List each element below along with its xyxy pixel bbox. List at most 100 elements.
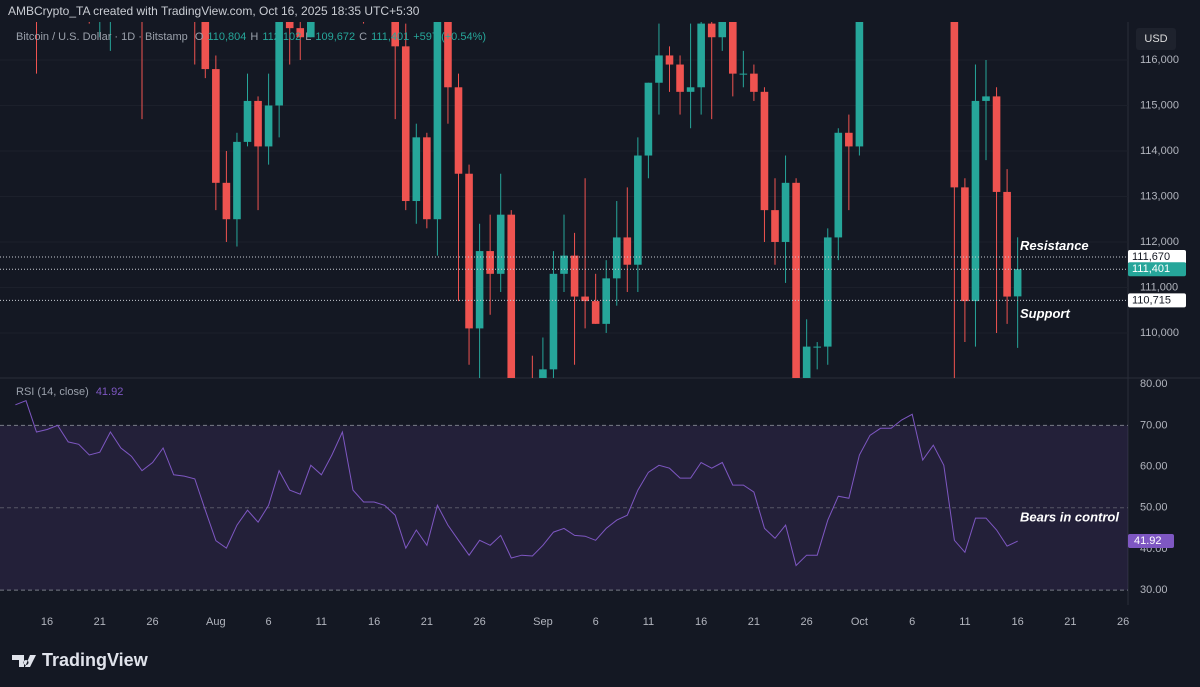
candle-body — [233, 141, 241, 220]
candle-body — [612, 237, 621, 279]
x-tick-label: 21 — [748, 616, 760, 628]
ohlc-value: 111,401 — [371, 31, 410, 43]
candle-body — [823, 237, 832, 347]
x-tick-label: Oct — [851, 616, 868, 628]
y-tick-label: 111,000 — [1140, 281, 1178, 293]
x-tick-label: 11 — [959, 616, 970, 628]
candle-body — [771, 210, 779, 242]
x-tick-label: Sep — [533, 616, 553, 628]
brand-logo — [12, 655, 36, 667]
x-tick-label: 6 — [266, 616, 272, 628]
rsi-value: 41.92 — [95, 386, 124, 398]
y-tick-label: 113,000 — [1140, 190, 1179, 202]
candle-body — [581, 296, 589, 302]
ohlc-key: C — [359, 31, 368, 43]
change: +597 (+0.54%) — [413, 31, 487, 43]
candle-body — [465, 173, 473, 329]
x-tick-label: 6 — [909, 616, 915, 628]
price-label-box — [1128, 293, 1186, 308]
rsi-header: RSI (14, close) 41.92 — [16, 386, 127, 398]
price-label: 111,670 — [1132, 251, 1170, 263]
y-tick-label: 50.00 — [1140, 502, 1168, 514]
rsi — [0, 400, 1128, 591]
rsi-label-box — [1128, 534, 1174, 549]
candle-body — [496, 214, 505, 274]
y-tick-label: 115,000 — [1140, 99, 1179, 111]
x-tick-label: 26 — [473, 616, 485, 628]
rsi-title: RSI (14, close) — [16, 386, 89, 398]
attribution: AMBCrypto_TA created with TradingView.co… — [8, 4, 420, 18]
x-tick-label: 21 — [1064, 616, 1076, 628]
x-tick-label: 26 — [146, 616, 158, 628]
y-tick-label: 110,000 — [1140, 327, 1179, 339]
y-tick-label: 30.00 — [1140, 584, 1168, 596]
candle-body — [950, 22, 959, 188]
candle-body — [792, 182, 800, 378]
candle-body — [644, 82, 653, 156]
candles — [36, 0, 1022, 378]
candle-body — [707, 23, 716, 38]
candle-body — [802, 346, 811, 378]
ohlc-key: H — [250, 31, 259, 43]
candle-body — [201, 22, 210, 70]
x-tick-label: 16 — [1012, 616, 1024, 628]
price-label-box — [1128, 262, 1186, 277]
x-tick-label: 21 — [421, 616, 433, 628]
candle-body — [834, 132, 843, 238]
candle-body — [686, 87, 695, 92]
candle-body — [718, 22, 727, 38]
candle-body — [475, 251, 484, 329]
candle-body — [729, 22, 737, 74]
candle-body — [243, 100, 252, 142]
candle-body — [254, 100, 262, 147]
candle-body — [549, 273, 558, 370]
candle-body — [971, 100, 980, 302]
x-tick-label: 11 — [316, 616, 327, 628]
y-tick-label: 114,000 — [1140, 145, 1179, 157]
candle-body — [85, 0, 93, 1]
candle-body — [96, 0, 104, 1]
candle-body — [855, 22, 864, 147]
candle-body — [961, 187, 969, 302]
candle-body — [212, 69, 220, 183]
candle-body — [665, 55, 674, 65]
candle-body — [750, 73, 758, 92]
y-tick-label: 116,000 — [1140, 54, 1179, 66]
ohlc-value: 109,672 — [315, 31, 356, 43]
currency-button[interactable] — [1136, 28, 1176, 50]
candle-body — [423, 137, 431, 220]
x-tick-label: 21 — [94, 616, 106, 628]
candle-body — [1013, 269, 1022, 297]
price-label-box — [1128, 249, 1186, 264]
price-label: 110,715 — [1132, 294, 1171, 306]
x-tick-label: 6 — [593, 616, 599, 628]
ohlc-key: O — [194, 31, 204, 43]
currency-label[interactable]: USD — [1144, 33, 1167, 45]
annotation: Support — [1020, 306, 1070, 321]
candle-body — [412, 137, 421, 202]
price-label: 111,401 — [1132, 263, 1170, 275]
ohlc-key: L — [305, 31, 312, 43]
annotation: Resistance — [1020, 238, 1089, 253]
candle-body — [285, 22, 294, 29]
candle-body — [655, 55, 663, 83]
y-tick-label: 60.00 — [1140, 460, 1168, 472]
symbol: Bitcoin / U.S. Dollar · 1D · Bitstamp — [16, 31, 188, 43]
candle-body — [264, 105, 273, 147]
candle-body — [676, 64, 684, 92]
candle-body — [602, 278, 610, 324]
x-tick-label: 26 — [1117, 616, 1129, 628]
candle-body — [222, 182, 231, 220]
candle-body — [760, 91, 769, 211]
candle-body — [982, 96, 990, 101]
candle-body — [1003, 191, 1011, 297]
candle-body — [739, 73, 748, 75]
ohlc-value: 110,804 — [207, 31, 247, 43]
x-tick-label: 26 — [801, 616, 813, 628]
candle-body — [813, 346, 821, 348]
y-tick-label: 112,000 — [1140, 236, 1179, 248]
y-tick-label: 70.00 — [1140, 419, 1168, 431]
rsi-line — [15, 400, 1018, 567]
